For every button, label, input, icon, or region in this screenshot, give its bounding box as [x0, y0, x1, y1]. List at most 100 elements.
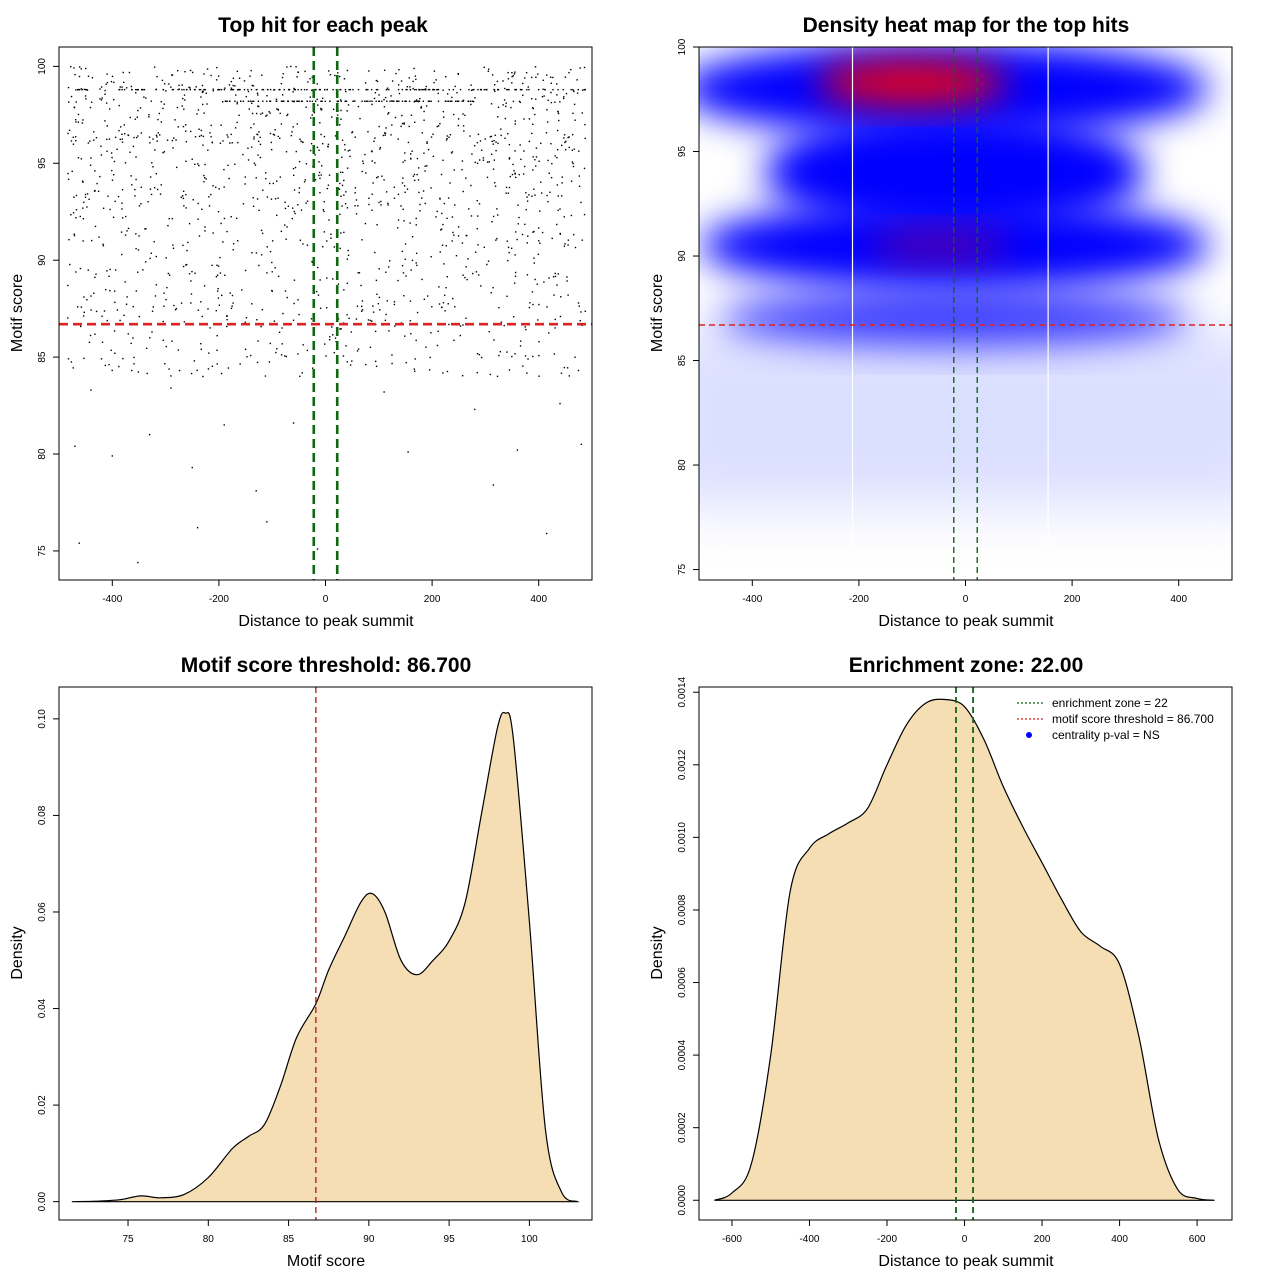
scatter-point	[467, 100, 470, 102]
scatter-point	[532, 169, 534, 171]
scatter-point	[278, 88, 280, 91]
scatter-point	[507, 71, 509, 74]
scatter-point	[269, 100, 272, 102]
scatter-point	[448, 88, 450, 91]
scatter-point	[250, 146, 253, 148]
scatter-point	[320, 107, 322, 110]
scatter-point	[232, 249, 234, 251]
scatter-point	[356, 350, 359, 352]
scatter-point	[338, 75, 341, 78]
y-tick-label: 0.0010	[677, 822, 688, 853]
scatter-point	[183, 321, 186, 323]
scatter-point	[128, 71, 131, 74]
scatter-point	[247, 147, 249, 149]
y-tick-label: 100	[37, 58, 48, 75]
scatter-point	[368, 203, 370, 206]
scatter-point	[495, 149, 497, 152]
scatter-point	[132, 145, 135, 148]
scatter-point	[348, 88, 350, 91]
scatter-point	[287, 100, 289, 102]
scatter-point	[376, 88, 379, 91]
scatter-point	[316, 98, 318, 101]
scatter-point	[344, 88, 347, 91]
scatter-point	[535, 147, 538, 149]
scatter-point	[286, 296, 288, 299]
scatter-point	[563, 96, 565, 98]
scatter-point	[511, 75, 513, 78]
scatter-point	[423, 119, 425, 121]
scatter-point	[415, 100, 417, 102]
scatter-point	[550, 142, 552, 145]
scatter-point	[212, 88, 214, 90]
distance-density-x-ticks: -600 -400 -200 0 200 400 600	[722, 1220, 1206, 1245]
scatter-point	[574, 119, 576, 121]
y-tick-label: 75	[37, 545, 48, 557]
scatter-point	[100, 145, 102, 147]
x-tick-label: 200	[1034, 1234, 1051, 1245]
scatter-point	[339, 213, 341, 216]
scatter-point	[251, 102, 253, 104]
scatter-point	[317, 104, 319, 106]
scatter-point	[371, 209, 373, 211]
scatter-point	[326, 240, 328, 242]
scatter-point	[84, 193, 87, 196]
scatter-point	[257, 140, 260, 143]
score-density-area	[71, 711, 580, 1203]
scatter-point	[67, 284, 69, 287]
scatter-point	[576, 79, 578, 81]
scatter-point	[231, 294, 234, 297]
scatter-point	[244, 176, 246, 178]
scatter-point	[404, 159, 406, 162]
scatter-point	[311, 100, 314, 102]
scatter-point	[462, 190, 464, 193]
scatter-point	[511, 82, 513, 84]
scatter-point	[441, 306, 443, 309]
scatter-point	[413, 368, 416, 370]
scatter-point	[90, 239, 93, 242]
scatter-point	[156, 188, 159, 191]
scatter-point	[338, 188, 341, 191]
x-tick-label: -400	[799, 1234, 819, 1245]
x-tick-label: 100	[521, 1234, 538, 1245]
scatter-point	[535, 165, 537, 167]
scatter-point	[405, 275, 407, 277]
scatter-point	[364, 82, 367, 84]
x-tick-label: 80	[203, 1234, 215, 1245]
scatter-point	[227, 164, 229, 167]
scatter-point	[337, 72, 339, 74]
scatter-point	[292, 167, 295, 170]
scatter-point	[559, 233, 561, 235]
scatter-point	[424, 202, 426, 205]
scatter-point	[217, 88, 220, 91]
scatter-point	[349, 88, 352, 91]
scatter-point	[236, 101, 239, 103]
scatter-point	[493, 88, 495, 91]
scatter-point	[316, 146, 319, 149]
scatter-point	[112, 216, 115, 219]
scatter-point	[324, 88, 326, 91]
scatter-point	[339, 124, 341, 126]
scatter-point	[219, 256, 221, 259]
scatter-point	[117, 195, 120, 198]
scatter-point	[371, 103, 373, 106]
scatter-point	[400, 205, 402, 207]
scatter-point	[139, 107, 142, 109]
scatter-point	[204, 226, 206, 228]
scatter-point	[184, 71, 186, 73]
scatter-point	[494, 90, 496, 93]
scatter-point	[457, 72, 459, 75]
scatter-point	[293, 302, 295, 305]
scatter-point	[559, 315, 562, 318]
scatter-point	[163, 292, 165, 294]
scatter-point	[563, 245, 566, 247]
scatter-point	[471, 153, 473, 155]
scatter-point	[531, 132, 533, 135]
heatmap-x-label: Distance to peak summit	[878, 613, 1054, 630]
scatter-point	[135, 156, 137, 158]
scatter-point	[158, 112, 161, 115]
scatter-point	[102, 245, 105, 247]
scatter-point	[340, 100, 342, 102]
scatter-point	[104, 120, 106, 122]
scatter-point	[465, 177, 467, 179]
scatter-point	[108, 275, 110, 277]
